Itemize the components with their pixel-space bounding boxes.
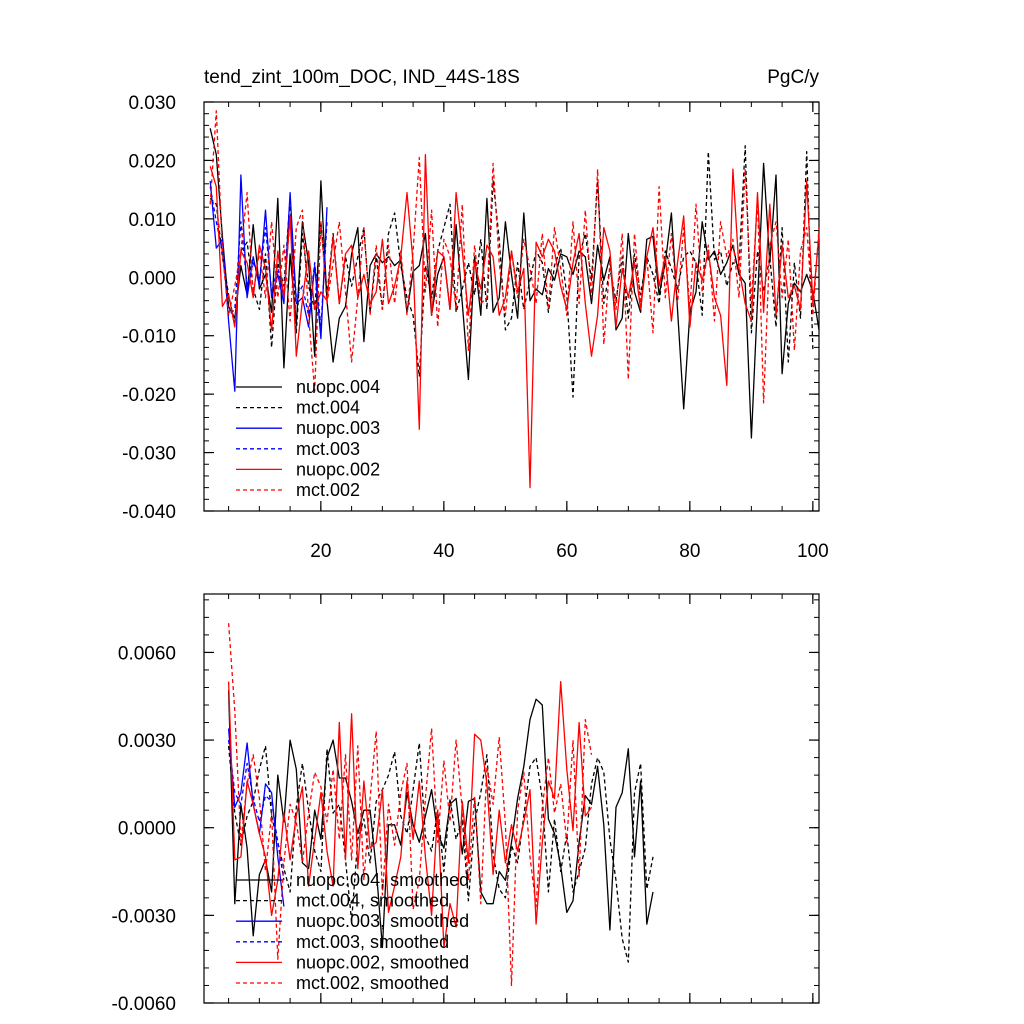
series-line-mct-003-smoothed: [227, 740, 285, 881]
legend-label: nuopc.004: [296, 377, 380, 397]
y-tick-label: -0.0030: [112, 906, 176, 927]
legend-label: nuopc.002, smoothed: [296, 952, 469, 972]
chart-units: PgC/y: [767, 67, 819, 88]
series-line-mct-002-smoothed: [227, 623, 593, 987]
x-tick-label: 40: [433, 541, 454, 562]
legend-label: mct.002, smoothed: [296, 973, 449, 993]
y-tick-label: 0.010: [128, 210, 176, 231]
x-tick-label: 80: [679, 541, 700, 562]
x-tick-label: 20: [310, 541, 331, 562]
legend-label: nuopc.004, smoothed: [296, 870, 469, 890]
plot-area-bottom: 0.0060 0.0030 0.0000 -0.0030 -0.0060: [112, 593, 820, 1015]
series-line-mct-004-smoothed: [227, 742, 654, 963]
series-line-nuopc-004-smoothed: [227, 690, 654, 949]
legend-label: mct.004, smoothed: [296, 891, 449, 911]
y-tick-label: 0.0000: [118, 819, 176, 840]
y-tick-label: 0.030: [128, 93, 176, 114]
legend-label: mct.002: [296, 480, 360, 500]
panel-top: tend_zint_100m_DOC, IND_44S-18S PgC/y 0.…: [122, 67, 829, 562]
plot-area-top: 0.030 0.020 0.010 0.000 -0.010 -0.020 -0.030 -0…: [122, 93, 829, 562]
series-line-mct-003: [209, 186, 328, 328]
y-tick-label: -0.010: [122, 327, 176, 348]
y-tick-label: 0.0060: [118, 643, 176, 664]
series-line-mct-004: [209, 145, 814, 398]
series-line-mct-002: [209, 110, 820, 404]
y-tick-label: -0.0060: [112, 994, 176, 1015]
legend-label: mct.004: [296, 398, 360, 418]
series-line-nuopc-002-smoothed: [227, 680, 593, 949]
legend-label: nuopc.002: [296, 459, 380, 479]
x-tick-label: 60: [556, 541, 577, 562]
y-tick-label: 0.000: [128, 268, 176, 289]
y-tick-label: -0.030: [122, 444, 176, 465]
plot-frame: [203, 101, 820, 512]
y-tick-label: 0.0030: [118, 731, 176, 752]
legend-top: nuopc.004mct.004nuopc.003mct.003nuopc.00…: [236, 377, 380, 500]
legend-label: mct.003, smoothed: [296, 932, 449, 952]
legend-label: nuopc.003, smoothed: [296, 911, 469, 931]
y-tick-label: -0.020: [122, 385, 176, 406]
y-tick-label: -0.040: [122, 502, 176, 523]
y-tick-label: 0.020: [128, 151, 176, 172]
legend-label: mct.003: [296, 439, 360, 459]
x-tick-label: 100: [797, 541, 829, 562]
chart-title: tend_zint_100m_DOC, IND_44S-18S: [204, 67, 520, 88]
legend-label: nuopc.003: [296, 418, 380, 438]
plot-frame: [203, 593, 820, 1004]
panel-bottom: 0.0060 0.0030 0.0000 -0.0030 -0.0060 nuopc.0…: [112, 593, 820, 1015]
